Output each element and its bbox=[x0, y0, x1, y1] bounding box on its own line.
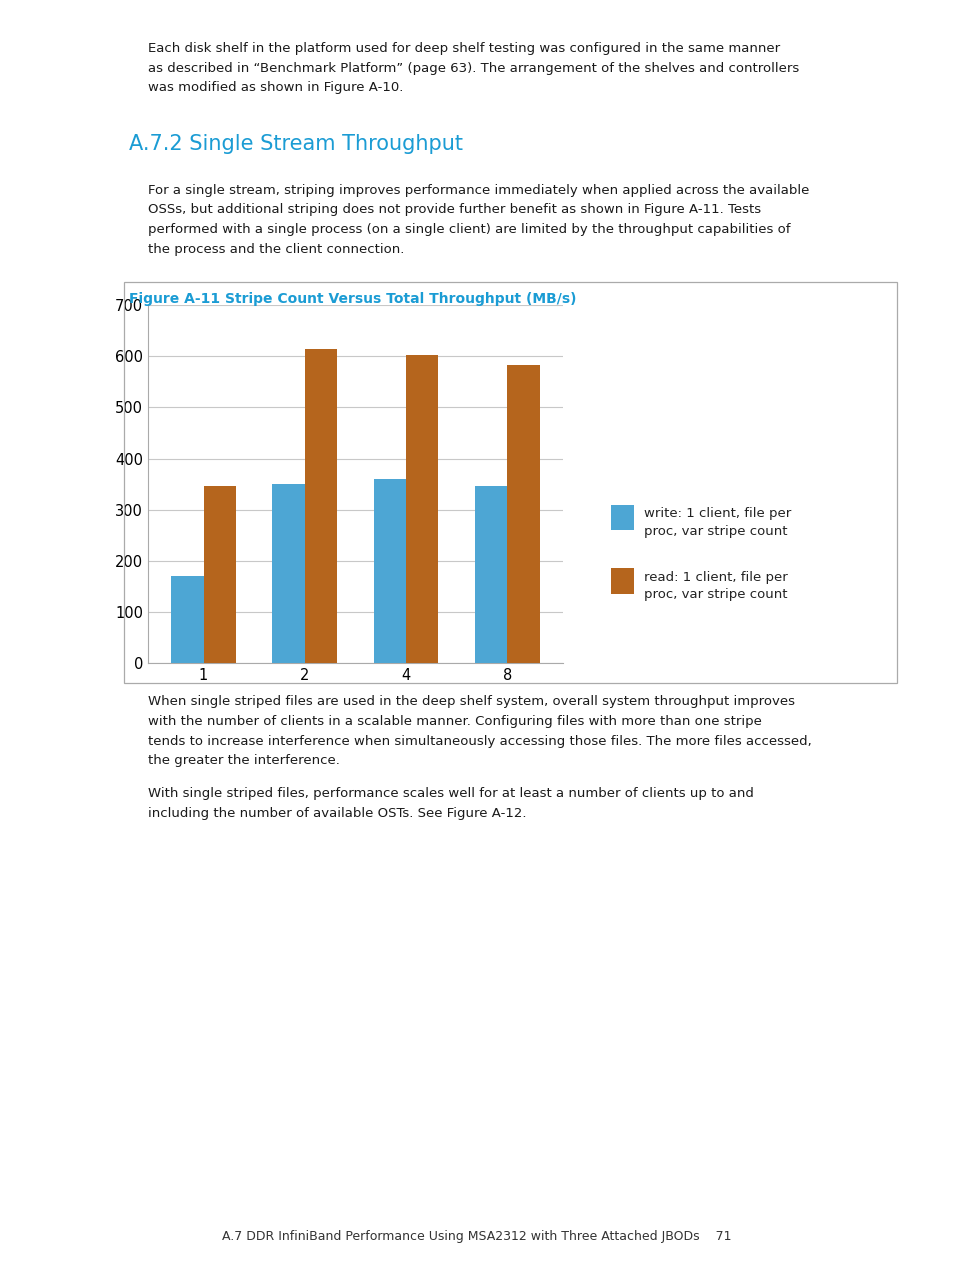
Text: proc, var stripe count: proc, var stripe count bbox=[643, 525, 786, 538]
Text: Figure A-11 Stripe Count Versus Total Throughput (MB/s): Figure A-11 Stripe Count Versus Total Th… bbox=[129, 292, 576, 306]
Text: For a single stream, striping improves performance immediately when applied acro: For a single stream, striping improves p… bbox=[148, 184, 808, 197]
Text: tends to increase interference when simultaneously accessing those files. The mo: tends to increase interference when simu… bbox=[148, 735, 811, 747]
Text: as described in “Benchmark Platform” (page 63). The arrangement of the shelves a: as described in “Benchmark Platform” (pa… bbox=[148, 61, 799, 75]
Bar bbox=[507, 366, 539, 663]
Text: performed with a single process (on a single client) are limited by the throughp: performed with a single process (on a si… bbox=[148, 224, 789, 236]
Text: proc, var stripe count: proc, var stripe count bbox=[643, 588, 786, 601]
Text: was modified as shown in Figure A-10.: was modified as shown in Figure A-10. bbox=[148, 81, 403, 94]
Text: write: 1 client, file per: write: 1 client, file per bbox=[643, 507, 790, 520]
Bar bbox=[273, 484, 304, 663]
Text: the process and the client connection.: the process and the client connection. bbox=[148, 243, 404, 255]
Text: with the number of clients in a scalable manner. Configuring files with more tha: with the number of clients in a scalable… bbox=[148, 714, 760, 728]
Text: With single striped files, performance scales well for at least a number of clie: With single striped files, performance s… bbox=[148, 788, 753, 801]
Text: including the number of available OSTs. See Figure A-12.: including the number of available OSTs. … bbox=[148, 807, 526, 820]
Text: Each disk shelf in the platform used for deep shelf testing was configured in th: Each disk shelf in the platform used for… bbox=[148, 42, 780, 55]
Bar bbox=[171, 577, 203, 663]
Bar bbox=[203, 486, 235, 663]
Bar bbox=[304, 348, 336, 663]
Text: When single striped files are used in the deep shelf system, overall system thro: When single striped files are used in th… bbox=[148, 695, 794, 708]
Text: the greater the interference.: the greater the interference. bbox=[148, 755, 339, 768]
Text: OSSs, but additional striping does not provide further benefit as shown in Figur: OSSs, but additional striping does not p… bbox=[148, 203, 760, 216]
Text: A.7 DDR InfiniBand Performance Using MSA2312 with Three Attached JBODs    71: A.7 DDR InfiniBand Performance Using MSA… bbox=[222, 1230, 731, 1243]
Text: A.7.2 Single Stream Throughput: A.7.2 Single Stream Throughput bbox=[129, 135, 462, 154]
Bar bbox=[475, 486, 507, 663]
Bar bbox=[406, 355, 437, 663]
Text: read: 1 client, file per: read: 1 client, file per bbox=[643, 571, 787, 583]
Bar bbox=[374, 479, 406, 663]
